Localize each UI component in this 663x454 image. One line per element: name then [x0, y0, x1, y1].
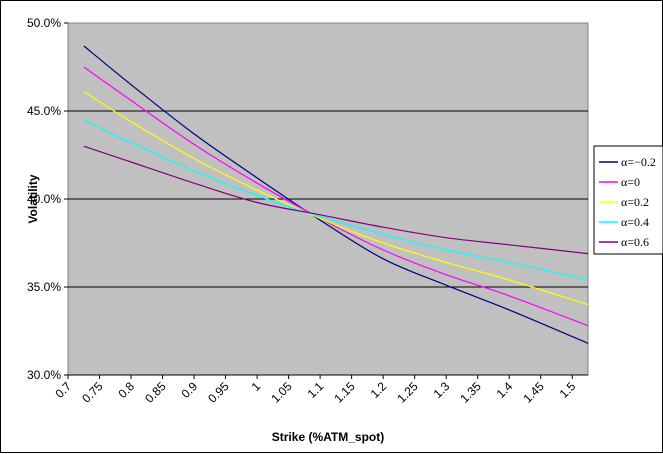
x-tick-label: 0.9: [178, 379, 200, 401]
x-tick-label: 1.15: [331, 379, 358, 406]
series-line: [83, 119, 589, 281]
series-line: [83, 145, 589, 255]
x-tick-label: 1.3: [431, 379, 453, 401]
x-tick-label: 1.05: [268, 379, 295, 406]
x-tick-label: 1.5: [557, 379, 579, 401]
series-line: [83, 91, 589, 306]
grid-lines: [68, 110, 588, 288]
x-tick-label: 1.45: [520, 379, 547, 406]
y-tick-label: 50.0%: [27, 16, 61, 30]
y-tick-label: 35.0%: [27, 280, 61, 294]
x-tick-label: 0.95: [205, 379, 232, 406]
x-tick-label: 1.35: [457, 379, 484, 406]
y-tick-label: 45.0%: [27, 104, 61, 118]
legend-box: [593, 145, 663, 255]
y-tick-label: 30.0%: [27, 368, 61, 382]
y-tick-label: 40.0%: [27, 192, 61, 206]
x-tick-label: 0.85: [142, 379, 169, 406]
x-axis-title: Strike (%ATM_spot): [272, 430, 384, 444]
y-axis-title: Volatility: [26, 174, 40, 223]
x-tick-label: 1: [249, 379, 264, 394]
y-axis-ticks: 30.0% 35.0% 40.0% 45.0% 50.0%: [27, 16, 68, 382]
x-tick-label: 1.4: [494, 379, 516, 401]
x-tick-label: 0.7: [52, 379, 74, 401]
x-tick-label: 1.1: [305, 379, 327, 401]
legend-entry: α=0.2: [621, 195, 649, 209]
series-lines: [83, 45, 589, 344]
legend: α=−0.2 α=0 α=0.2 α=0.4 α=0.6: [593, 145, 663, 255]
x-tick-label: 0.8: [115, 379, 137, 401]
series-line: [83, 45, 589, 344]
legend-entry: α=−0.2: [621, 155, 656, 169]
x-axis-ticks: 0.7 0.75 0.8 0.85 0.9 0.95 1 1.05 1.1 1.15 1.2 1.25…: [52, 374, 588, 406]
x-tick-label: 1.2: [368, 379, 390, 401]
x-tick-label: 1.25: [394, 379, 421, 406]
x-tick-label: 0.75: [79, 379, 106, 406]
legend-entry: α=0.4: [621, 215, 649, 229]
legend-entry: α=0: [621, 175, 640, 189]
legend-entry: α=0.6: [621, 235, 649, 249]
